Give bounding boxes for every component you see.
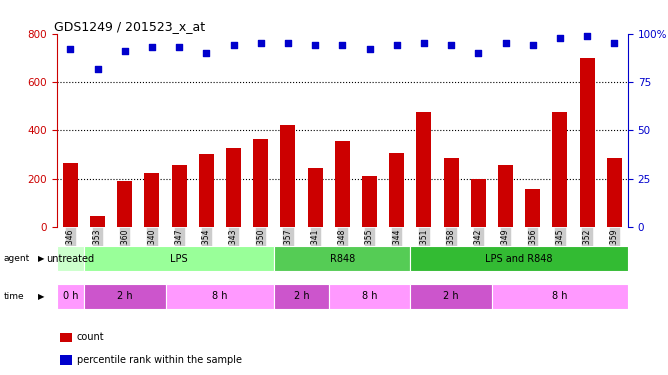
Bar [199,154,214,227]
FancyBboxPatch shape [492,284,628,309]
Text: 2 h: 2 h [294,291,309,301]
Bar [498,165,513,227]
FancyBboxPatch shape [166,284,275,309]
Bar [281,126,295,227]
Text: agent: agent [3,254,29,263]
Point [609,40,620,46]
FancyBboxPatch shape [329,284,410,309]
Point [283,40,293,46]
Bar [63,163,78,227]
Text: GDS1249 / 201523_x_at: GDS1249 / 201523_x_at [54,20,205,33]
Point [174,44,184,50]
Point [337,42,347,48]
Bar [90,216,105,227]
Text: 8 h: 8 h [552,291,568,301]
Text: ▶: ▶ [38,254,45,263]
Point [554,34,565,40]
Bar [416,112,432,227]
Bar [144,172,160,227]
Bar [172,165,186,227]
Bar [253,139,269,227]
Text: untreated: untreated [46,254,94,264]
Point [92,66,103,72]
Text: 0 h: 0 h [63,291,78,301]
Text: 2 h: 2 h [444,291,459,301]
FancyBboxPatch shape [275,246,410,271]
Bar [118,181,132,227]
Point [65,46,75,52]
FancyBboxPatch shape [84,246,275,271]
Bar [362,176,377,227]
FancyBboxPatch shape [57,246,84,271]
Point [391,42,402,48]
Point [364,46,375,52]
FancyBboxPatch shape [410,246,628,271]
Bar [308,168,323,227]
Point [500,40,511,46]
Text: percentile rank within the sample: percentile rank within the sample [77,355,242,365]
Point [446,42,456,48]
Bar [580,58,595,227]
Bar [389,153,404,227]
Point [255,40,266,46]
Text: LPS: LPS [170,254,188,264]
Text: ▶: ▶ [38,292,45,301]
Point [228,42,239,48]
Bar [525,189,540,227]
Text: time: time [3,292,24,301]
Point [473,50,484,56]
Text: 2 h: 2 h [117,291,132,301]
Text: 8 h: 8 h [212,291,228,301]
Point [582,33,593,39]
FancyBboxPatch shape [57,284,84,309]
Point [310,42,321,48]
Text: count: count [77,333,104,342]
Point [120,48,130,54]
FancyBboxPatch shape [410,284,492,309]
Bar [444,158,459,227]
Text: 8 h: 8 h [362,291,377,301]
Bar [552,112,567,227]
Bar [226,148,241,227]
FancyBboxPatch shape [275,284,329,309]
Text: LPS and R848: LPS and R848 [486,254,553,264]
Bar [471,178,486,227]
Bar [607,158,622,227]
Text: R848: R848 [330,254,355,264]
Point [528,42,538,48]
FancyBboxPatch shape [84,284,166,309]
Bar [335,141,350,227]
Point [201,50,212,56]
Point [419,40,430,46]
Point [147,44,158,50]
